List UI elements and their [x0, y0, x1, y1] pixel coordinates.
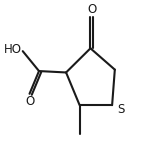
Text: O: O: [25, 95, 34, 108]
Text: S: S: [118, 103, 125, 116]
Text: HO: HO: [3, 43, 21, 56]
Text: O: O: [87, 3, 96, 16]
